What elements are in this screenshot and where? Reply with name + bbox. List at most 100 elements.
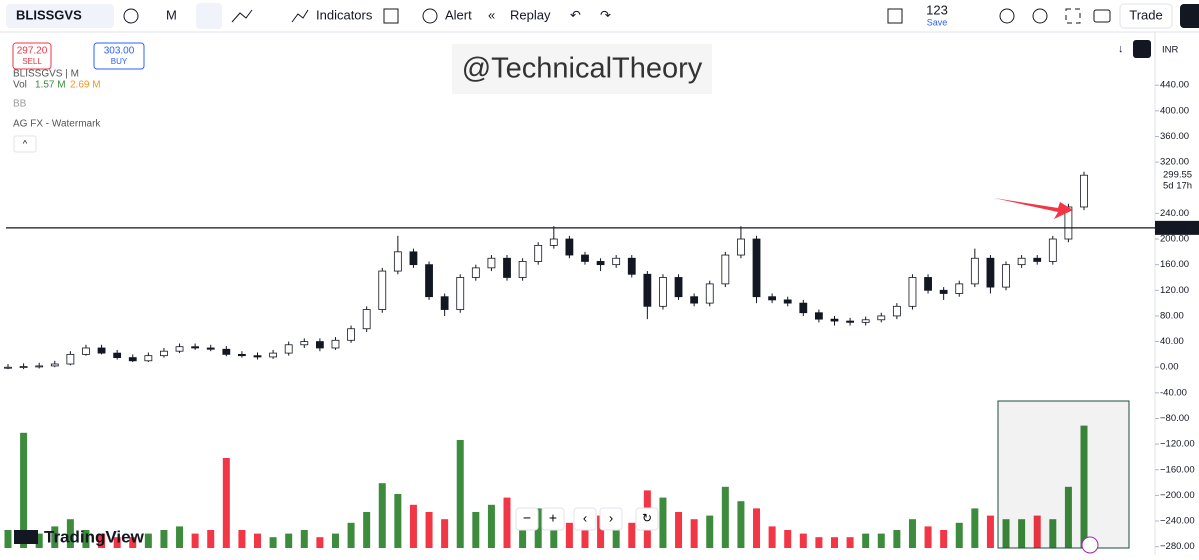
save-count[interactable]: 123 <box>926 2 948 17</box>
scroll-left-icon[interactable]: ‹ <box>583 510 587 525</box>
candle-body <box>674 277 683 298</box>
sell-price[interactable]: 297.20 <box>17 46 48 57</box>
zoom-out-icon[interactable]: − <box>523 510 531 526</box>
replay[interactable]: Replay <box>510 7 551 22</box>
sell[interactable]: SELL <box>22 57 42 66</box>
y-tick-label: -40.00 <box>1160 387 1187 398</box>
y-tick-label: −160.00 <box>1160 464 1195 475</box>
indicator: AG FX - Watermark <box>13 119 101 130</box>
scroll-right[interactable] <box>599 507 623 531</box>
y-tick-label: 360.00 <box>1160 131 1189 142</box>
y-tick-label: 440.00 <box>1160 80 1189 91</box>
candle-body <box>487 257 496 269</box>
candle-body <box>1064 206 1073 240</box>
candle-body <box>238 353 246 357</box>
fullscreen-box[interactable] <box>887 8 903 24</box>
trade[interactable]: Trade <box>1129 7 1162 22</box>
collapse[interactable] <box>13 135 37 153</box>
volume-bar <box>784 530 792 548</box>
settings-icon[interactable] <box>1032 8 1048 24</box>
redo[interactable]: ↷ <box>600 7 611 22</box>
bb: BB <box>13 99 27 110</box>
candle-body <box>799 302 808 314</box>
scroll-right-icon[interactable]: › <box>609 510 613 525</box>
volume-bar <box>1018 519 1026 548</box>
layouts[interactable] <box>383 8 399 24</box>
alert[interactable]: Alert <box>445 7 472 22</box>
buy-price[interactable]: 303.00 <box>104 46 135 57</box>
reset-icon[interactable]: ↻ <box>642 511 652 525</box>
volume-bar <box>908 519 916 548</box>
candle-body <box>518 261 527 278</box>
candle-body <box>596 261 605 266</box>
zoom-out[interactable] <box>515 507 539 531</box>
collapse-icon[interactable]: ^ <box>23 138 28 148</box>
buy-button[interactable] <box>93 42 145 70</box>
chart-type[interactable] <box>196 3 222 29</box>
watermark: @TechnicalTheory <box>462 53 703 85</box>
y-tick-label: −120.00 <box>1160 439 1195 450</box>
symbol[interactable]: BLISSGVS <box>16 7 82 22</box>
alert-icon[interactable] <box>422 8 438 24</box>
candle-body <box>846 320 854 323</box>
candle-body <box>425 264 433 298</box>
publish-button[interactable] <box>1180 4 1199 28</box>
vol-1: 1.57 M <box>35 80 66 91</box>
candle-body <box>300 341 309 346</box>
candle-body <box>549 238 558 246</box>
volume-bar <box>51 526 59 548</box>
volume-bar <box>425 512 433 548</box>
add-symbol[interactable] <box>123 8 139 24</box>
trade-button[interactable] <box>1119 3 1173 29</box>
volume-bar <box>971 508 979 548</box>
vol-2: 2.69 M <box>70 80 101 91</box>
volume-bar <box>690 519 698 548</box>
symbol-box[interactable] <box>6 4 114 28</box>
undo[interactable]: ↶ <box>570 7 581 22</box>
highlight-box <box>997 400 1130 549</box>
legend-symbol: BLISSGVS | M <box>13 69 79 80</box>
buy[interactable]: BUY <box>111 57 128 66</box>
volume-bar <box>4 530 12 548</box>
volume-bar <box>35 533 43 548</box>
scroll-left[interactable] <box>573 507 597 531</box>
volume-bar <box>129 537 137 548</box>
volume-bar <box>113 537 121 548</box>
candle-body <box>315 341 324 349</box>
save[interactable]: Save <box>927 17 948 27</box>
scroll-down[interactable]: ↓ <box>1118 43 1124 55</box>
volume-bar <box>581 526 589 548</box>
candle-body <box>783 299 792 304</box>
candle-body <box>830 318 839 322</box>
snapshot-icon[interactable] <box>1093 9 1111 23</box>
candle-body <box>752 238 761 298</box>
volume-bar <box>955 522 963 548</box>
candle-body <box>924 277 932 291</box>
reset[interactable] <box>635 507 659 531</box>
indicators[interactable]: Indicators <box>316 7 373 22</box>
logo-icon <box>14 530 38 544</box>
indicators-icon[interactable] <box>291 9 309 23</box>
currency[interactable]: INR <box>1162 45 1179 56</box>
volume-bar <box>254 533 262 548</box>
volume-bar <box>409 504 417 548</box>
zoom-in[interactable] <box>541 507 565 531</box>
interval[interactable]: M <box>166 7 177 22</box>
sell-button[interactable] <box>12 42 52 70</box>
scale-toggle[interactable] <box>1133 40 1151 58</box>
candle-body <box>565 238 574 256</box>
candle-body <box>814 312 823 320</box>
volume-bar <box>456 440 464 548</box>
y-tick-label: 240.00 <box>1160 208 1189 219</box>
candle-body <box>471 267 480 278</box>
power-icon[interactable] <box>1081 536 1099 554</box>
fullscreen-icon[interactable] <box>1065 8 1081 24</box>
volume-bar <box>487 504 495 548</box>
replay-icon[interactable]: « <box>488 7 495 22</box>
line-type[interactable] <box>231 9 253 23</box>
publish[interactable]: Pu <box>1186 7 1199 22</box>
zoom-in-icon[interactable]: + <box>549 510 557 526</box>
search-icon[interactable] <box>999 8 1015 24</box>
